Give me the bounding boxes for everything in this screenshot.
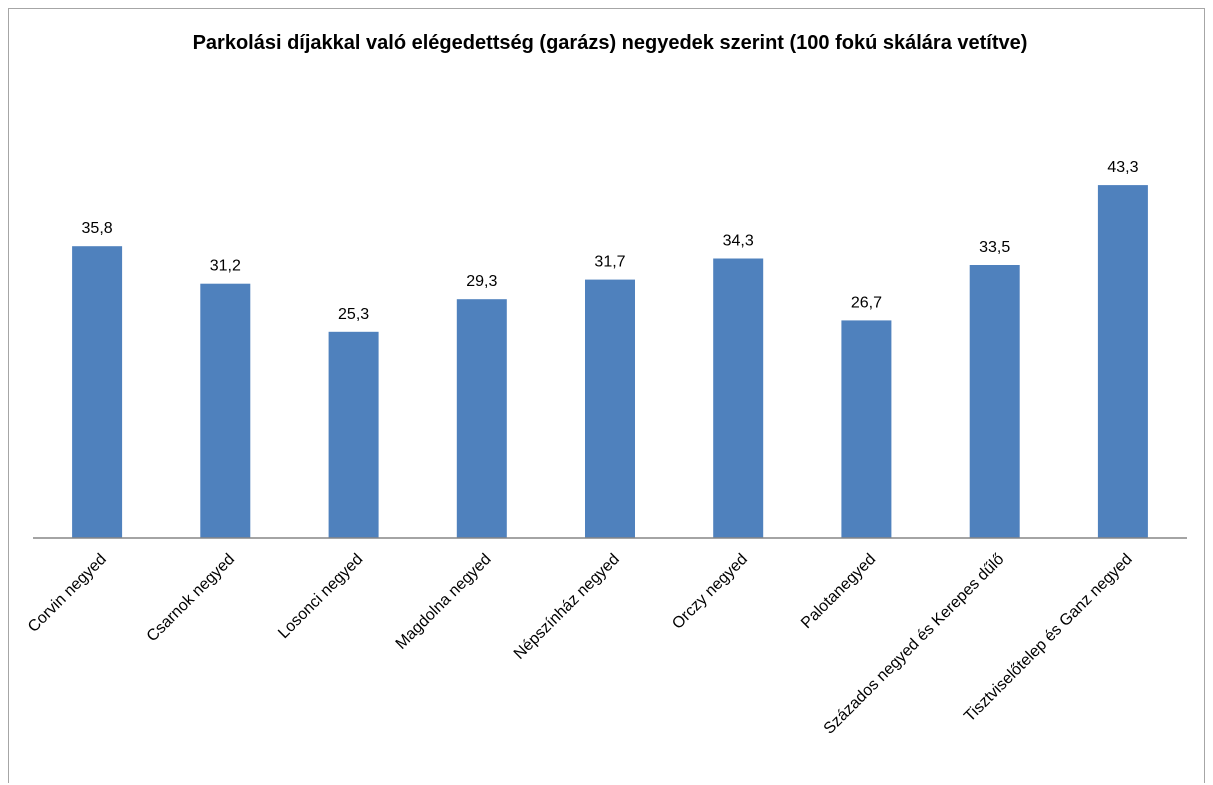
- value-label: 43,3: [1107, 159, 1138, 176]
- value-label: 31,7: [594, 254, 625, 271]
- category-label: Corvin negyed: [25, 551, 110, 636]
- bar: [841, 320, 892, 538]
- bar: [1097, 185, 1148, 538]
- bars-group: [72, 185, 1148, 538]
- category-label: Csarnok negyed: [144, 551, 238, 645]
- value-label: 34,3: [723, 233, 754, 250]
- value-label: 26,7: [851, 294, 882, 311]
- category-label: Palotanegyed: [798, 551, 879, 632]
- value-label: 33,5: [979, 239, 1010, 256]
- bar: [713, 258, 764, 538]
- bar: [200, 283, 251, 538]
- category-label: Losonci negyed: [275, 551, 366, 642]
- value-labels-group: 35,8 31,2 25,3 29,3 31,7 34,3 26,7 33,5 43,3: [82, 159, 1139, 323]
- value-label: 29,3: [466, 273, 497, 290]
- bar: [456, 299, 507, 538]
- value-label: 31,2: [210, 258, 241, 275]
- bar: [585, 279, 635, 538]
- category-label: Magdolna negyed: [393, 551, 495, 653]
- bar: [328, 331, 379, 538]
- category-labels-group: Corvin negyed Csarnok negyed Losonci negye…: [25, 551, 1136, 738]
- bar: [969, 265, 1020, 538]
- category-label: Népszínház negyed: [511, 551, 623, 663]
- bar: [72, 246, 123, 538]
- chart-title: Parkolási díjakkal való elégedettség (ga…: [192, 32, 1028, 54]
- value-label: 35,8: [82, 220, 113, 237]
- value-label: 25,3: [338, 306, 369, 323]
- category-label: Orczy negyed: [669, 551, 751, 633]
